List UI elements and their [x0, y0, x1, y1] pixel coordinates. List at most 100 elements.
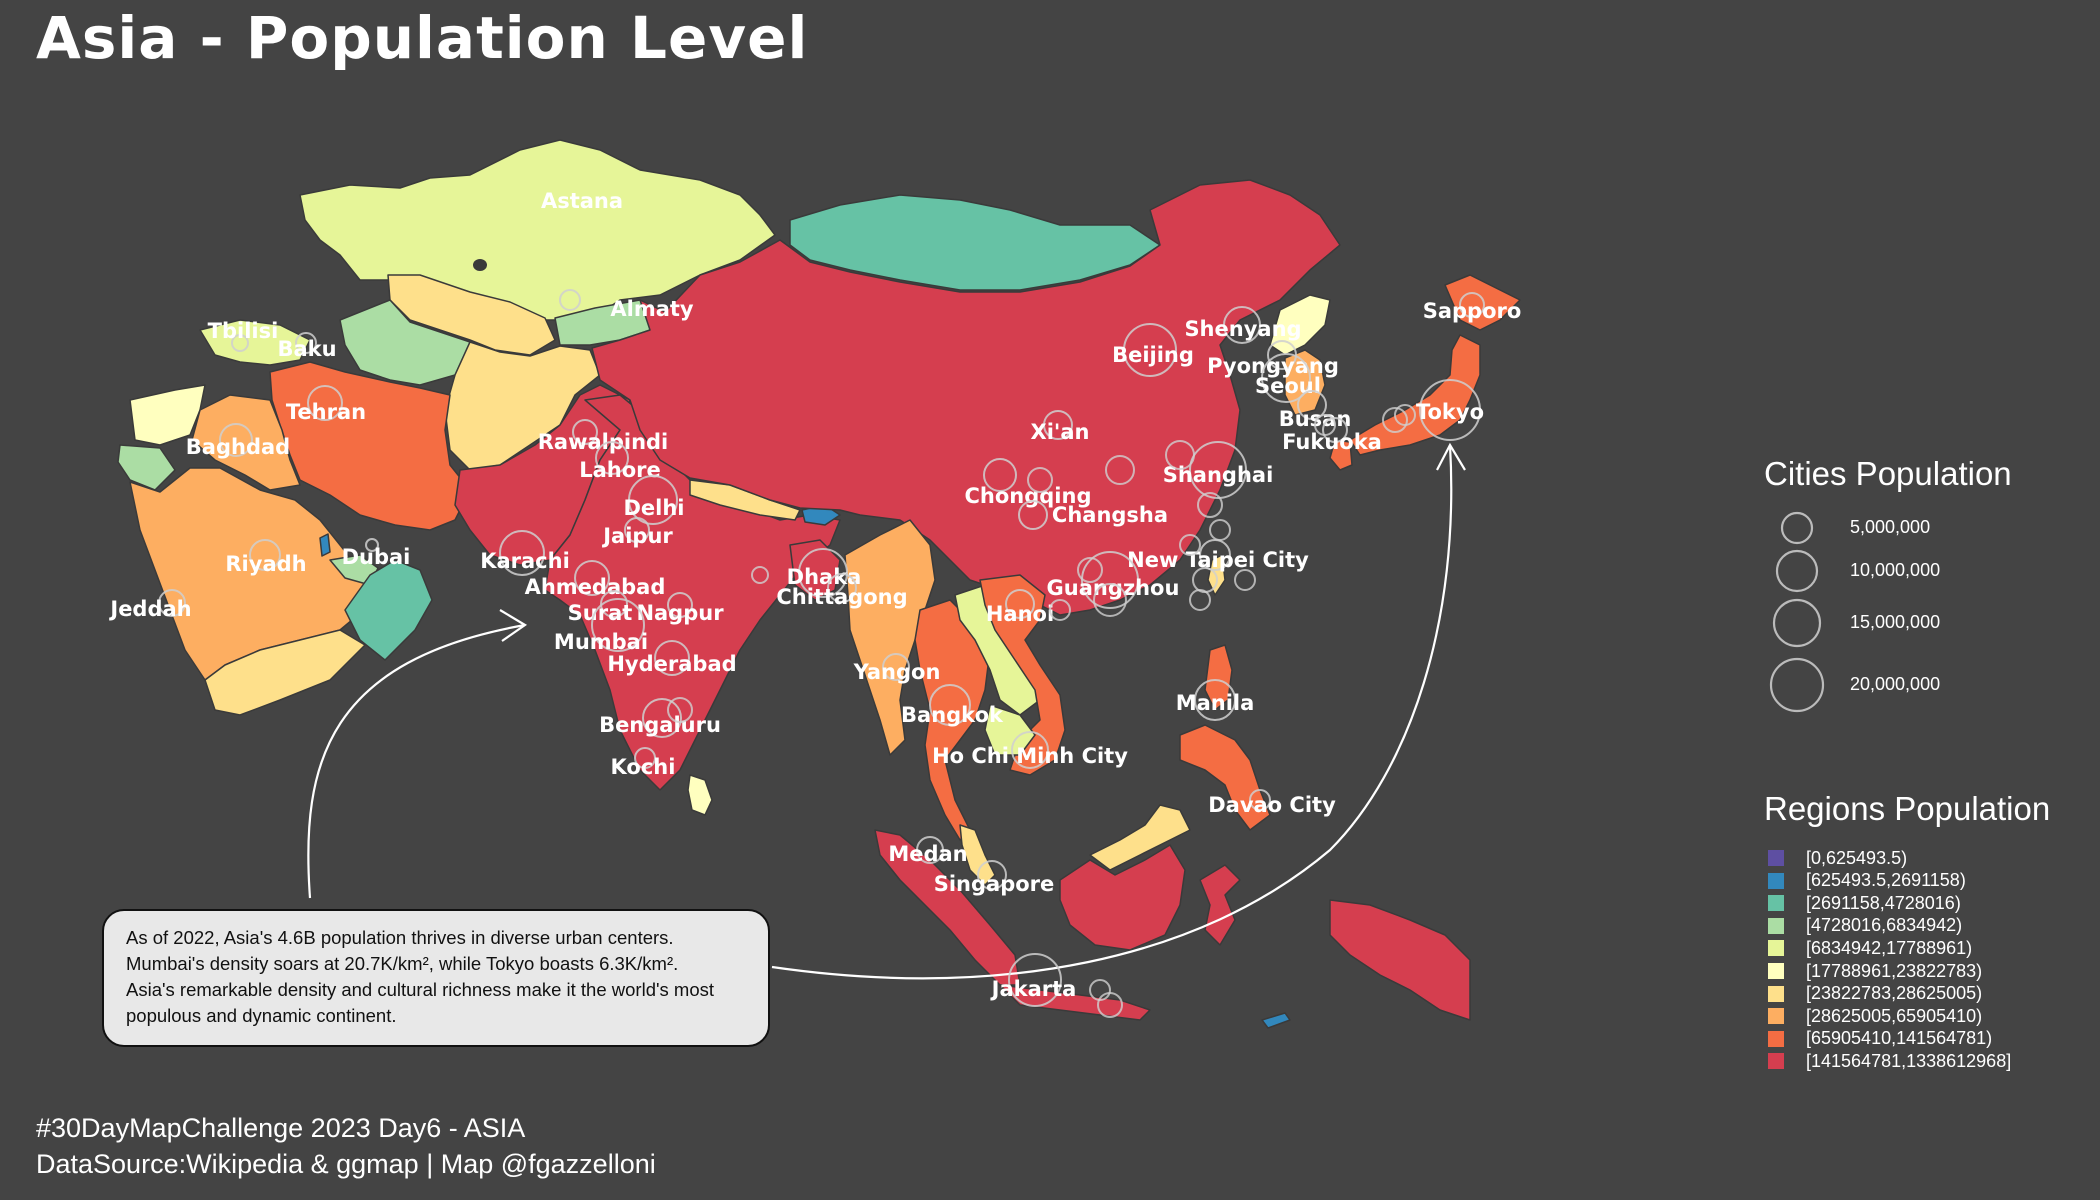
- region-north-korea: [1269, 294, 1331, 356]
- region-iraq: [191, 394, 301, 491]
- city-marker: [574, 560, 610, 596]
- city-label: Guangzhou: [1047, 576, 1180, 600]
- cities-size-legend: [1769, 511, 1825, 713]
- region-caucasus: [199, 319, 311, 366]
- region-jordan: [117, 444, 176, 491]
- region-japan-kyushu: [1329, 439, 1353, 471]
- city-marker: [572, 419, 598, 445]
- legend-size-label: 10,000,000: [1850, 560, 1941, 580]
- legend-circle-10m: [1775, 549, 1819, 593]
- region-yemen: [204, 629, 366, 716]
- region-legend-row: [4728016,6834942): [1768, 915, 1962, 937]
- city-label: Karachi: [480, 549, 570, 573]
- city-marker: [1194, 679, 1236, 721]
- annotation-box: As of 2022, Asia's 4.6B population thriv…: [102, 909, 770, 1047]
- region-legend-label: [141564781,1338612968]: [1806, 1050, 2012, 1071]
- legend-circle-5m: [1780, 511, 1814, 545]
- region-japan-honshu: [1349, 334, 1481, 456]
- city-label: Kochi: [611, 755, 676, 779]
- city-marker: [1043, 410, 1073, 440]
- note-line: populous and dynamic continent.: [126, 1005, 397, 1026]
- city-marker: [1261, 353, 1311, 403]
- city-label: Jeddah: [108, 597, 191, 621]
- arrow-to-mumbai-head: [499, 609, 528, 642]
- region-sri-lanka: [687, 774, 713, 816]
- city-label: Hyderabad: [607, 652, 736, 676]
- city-marker: [1267, 340, 1297, 370]
- city-label: Dhaka: [787, 565, 862, 589]
- cities-legend-title: Cities Population: [1764, 455, 2012, 492]
- city-label: Seoul: [1255, 374, 1321, 398]
- city-marker: [499, 530, 545, 576]
- city-marker: [1105, 455, 1135, 485]
- city-label: Bengaluru: [599, 713, 721, 737]
- region-myanmar: [844, 519, 936, 756]
- region-malaysia-borneo: [1089, 804, 1191, 871]
- city-label: Baku: [277, 337, 336, 361]
- city-label: Bangkok: [901, 703, 1004, 727]
- region-legend-swatch: [1768, 872, 1784, 889]
- city-marker: [1018, 500, 1048, 530]
- region-legend-swatch: [1768, 1030, 1784, 1047]
- region-legend-label: [0,625493.5): [1806, 847, 1908, 868]
- city-marker: [1027, 467, 1053, 493]
- city-marker: [1165, 440, 1195, 470]
- region-east-timor: [1261, 1012, 1291, 1029]
- city-marker: [365, 538, 379, 552]
- city-label: Riyadh: [225, 552, 306, 576]
- region-philippines-luzon: [1204, 644, 1233, 711]
- city-label: Ho Chi Minh City: [932, 744, 1128, 768]
- region-philippines-visayas: [1179, 724, 1271, 831]
- city-label: Shenyang: [1184, 317, 1301, 341]
- city-label: Singapore: [934, 872, 1055, 896]
- city-label: Sapporo: [1423, 299, 1522, 323]
- city-marker: [642, 698, 682, 738]
- region-legend-row: [23822783,28625005): [1768, 983, 1982, 1005]
- city-marker: [307, 385, 343, 421]
- city-marker: [882, 653, 910, 681]
- city-marker: [624, 517, 650, 543]
- region-legend-row: [28625005,65905410): [1768, 1005, 1982, 1027]
- region-legend-row: [141564781,1338612968]: [1768, 1050, 2011, 1072]
- region-legend-row: [625493.5,2691158): [1768, 870, 1966, 892]
- arrow-to-tokyo: [771, 444, 1453, 980]
- region-legend-swatch: [1768, 985, 1784, 1002]
- city-marker: [751, 566, 769, 584]
- city-marker: [977, 860, 1007, 890]
- city-label: Astana: [541, 189, 623, 213]
- city-marker: [1008, 953, 1062, 1007]
- city-marker: [1123, 323, 1177, 377]
- region-japan-hokkaido: [1444, 274, 1521, 331]
- region-cambodia: [984, 704, 1036, 756]
- city-label: Tehran: [286, 400, 366, 424]
- city-label: Baghdad: [186, 435, 290, 459]
- region-legend-label: [4728016,6834942): [1806, 915, 1963, 936]
- city-label: Jakarta: [990, 977, 1077, 1001]
- city-label: Hanoi: [986, 602, 1054, 626]
- city-marker: [628, 475, 678, 525]
- caption-line: DataSource:Wikipedia & ggmap | Map @fgaz…: [36, 1149, 656, 1179]
- city-label: Shanghai: [1163, 463, 1274, 487]
- city-label: Nagpur: [636, 601, 724, 625]
- city-marker: [1209, 519, 1231, 541]
- legend-circle-15m: [1772, 598, 1822, 648]
- region-legend-row: [2691158,4728016): [1768, 892, 1961, 914]
- city-marker: [1249, 789, 1271, 811]
- city-marker: [1322, 417, 1348, 443]
- city-marker: [1199, 539, 1231, 571]
- city-label: Manila: [1176, 691, 1255, 715]
- region-legend-row: [65905410,141564781): [1768, 1028, 1992, 1050]
- city-label: Delhi: [623, 496, 684, 520]
- city-label: Changsha: [1052, 503, 1168, 527]
- city-marker: [158, 589, 186, 617]
- note-line: As of 2022, Asia's 4.6B population thriv…: [126, 927, 674, 948]
- city-marker: [591, 598, 645, 652]
- city-label: Almaty: [610, 297, 694, 321]
- region-legend-swatch: [1768, 1008, 1784, 1025]
- city-marker: [1419, 379, 1481, 441]
- city-marker: [1077, 557, 1103, 583]
- city-marker: [295, 332, 317, 354]
- note-line: Asia's remarkable density and cultural r…: [126, 979, 714, 1000]
- city-marker: [667, 697, 693, 723]
